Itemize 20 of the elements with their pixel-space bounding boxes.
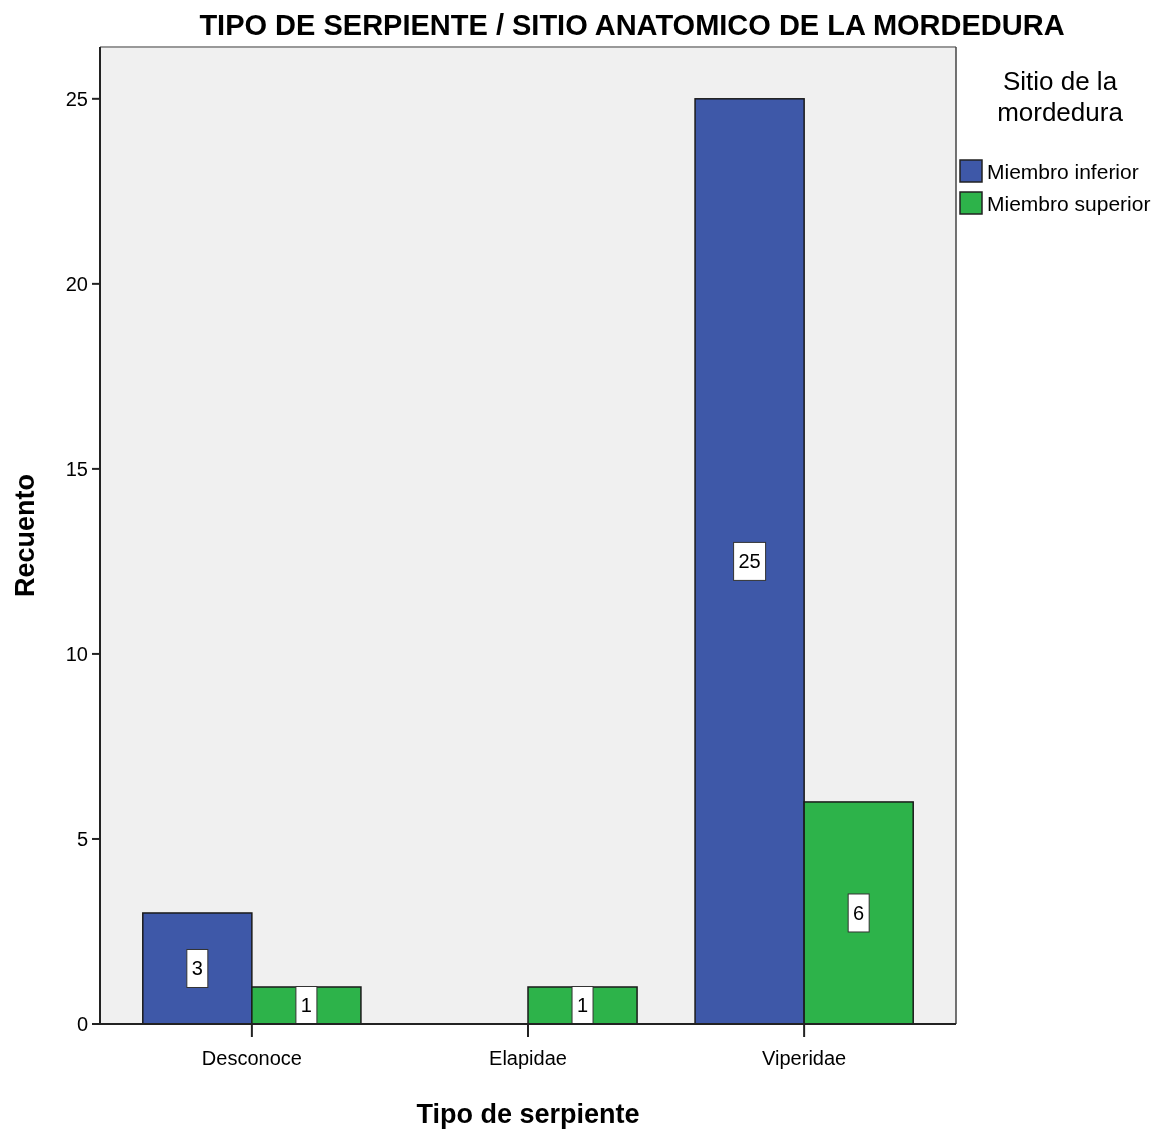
x-tick-label: Desconoce xyxy=(201,1047,302,1069)
y-axis-title: Recuento xyxy=(10,473,40,598)
legend-label: Miembro inferior xyxy=(987,160,1139,183)
y-tick-label: 25 xyxy=(65,87,88,110)
legend-title: Sitio de la mordedura xyxy=(997,66,1124,127)
y-tick-label: 10 xyxy=(65,642,88,665)
x-axis-title: Tipo de serpiente xyxy=(416,1099,640,1129)
data-label: 6 xyxy=(853,901,865,924)
chart-title: TIPO DE SERPIENTE / SITIO ANATOMICO DE LA MORDEDURA xyxy=(199,9,1065,41)
y-tick-label: 15 xyxy=(65,457,88,480)
data-label: 1 xyxy=(576,994,589,1017)
x-tick-label: Elapidae xyxy=(489,1047,567,1069)
legend-label: Miembro superior xyxy=(987,192,1151,215)
data-label: 25 xyxy=(738,550,761,573)
data-label: 3 xyxy=(191,957,203,980)
x-tick-label: Viperidae xyxy=(762,1047,847,1069)
y-tick-label: 0 xyxy=(76,1013,88,1035)
y-tick-label: 5 xyxy=(76,827,88,850)
y-tick-label: 20 xyxy=(65,272,88,295)
data-label: 1 xyxy=(300,994,312,1017)
